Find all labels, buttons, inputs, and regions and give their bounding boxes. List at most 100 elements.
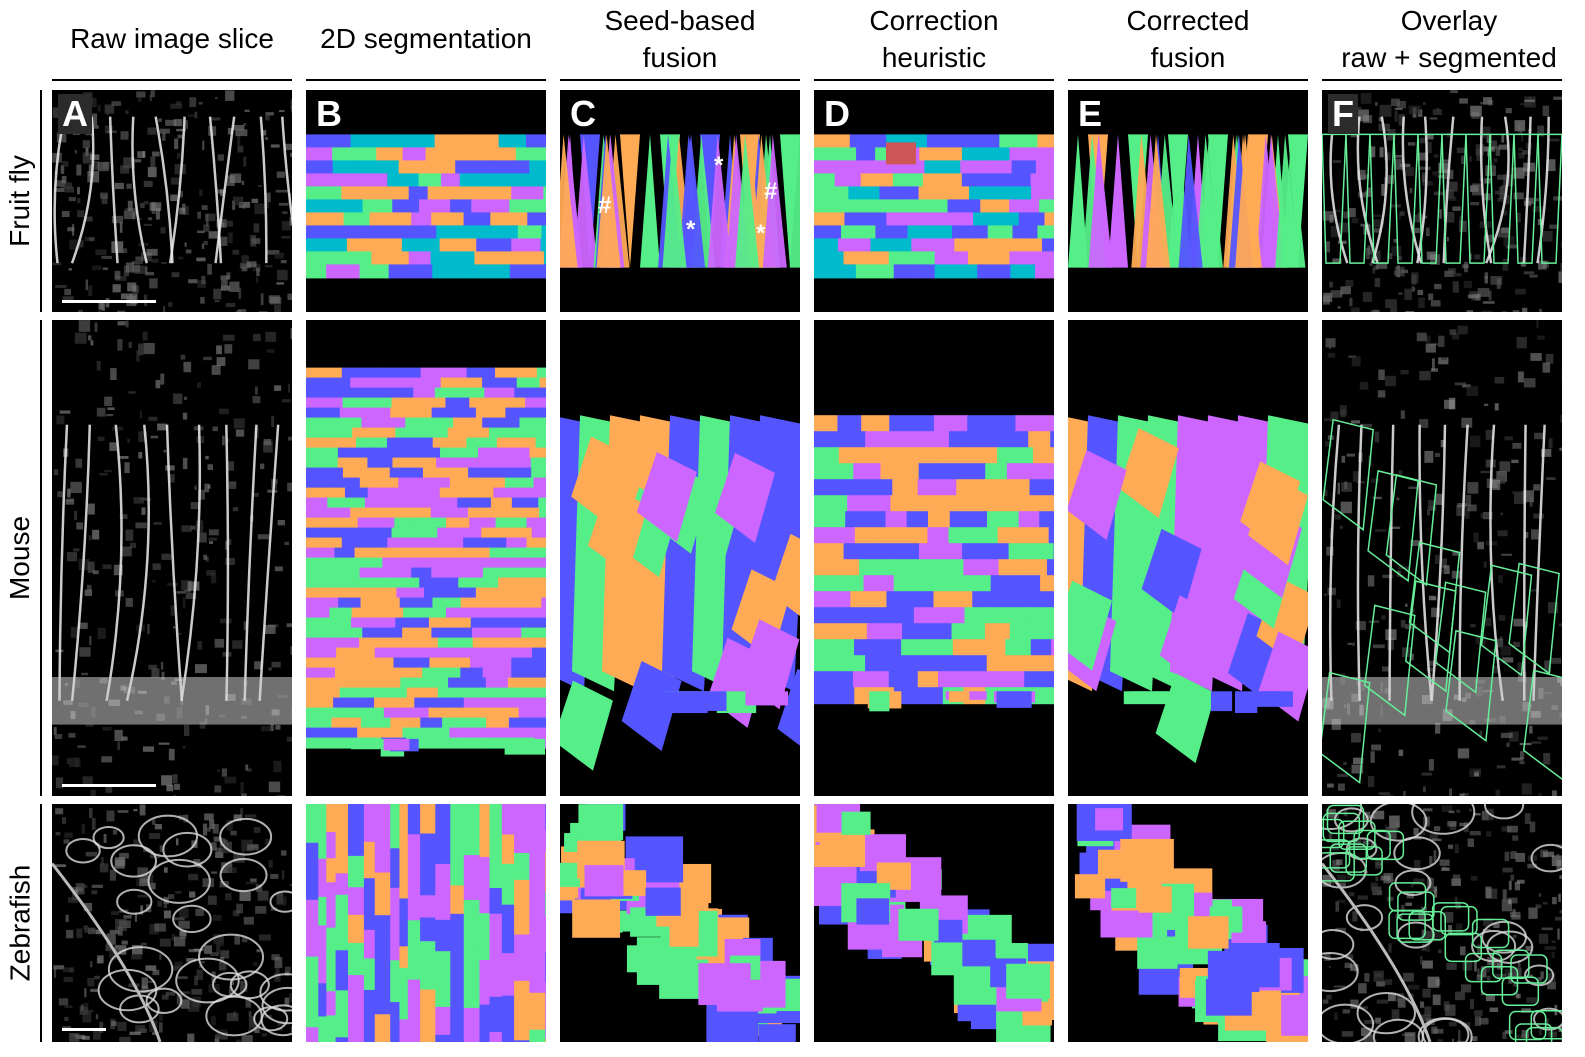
column-rule: [1322, 79, 1562, 81]
panel-graphic: [306, 367, 546, 757]
panel-graphic: [1068, 134, 1308, 268]
panel-graphic: [52, 804, 292, 1042]
column-header-line2: fusion: [642, 42, 718, 73]
panel-graphic: [814, 134, 1054, 279]
panel-graphic: [1322, 320, 1562, 796]
panel-letter: B: [316, 93, 342, 134]
raw-microscopy-image: [52, 90, 292, 312]
panel-row0-col0: A: [52, 90, 292, 312]
panel-letter: F: [1328, 94, 1358, 134]
column-header-line1: Raw image slice: [70, 23, 274, 54]
column-header-correction: Correction heuristic: [814, 2, 1054, 76]
segmentation-label-map: [306, 134, 546, 279]
column-rule: [52, 79, 292, 81]
row-label-fruit-fly: Fruit fly: [0, 90, 40, 312]
row-rule: [40, 804, 42, 1042]
scale-bar: [62, 1028, 106, 1031]
panel-row2-col4: [1068, 804, 1308, 1042]
panel-graphic: [52, 90, 292, 312]
segmentation-label-map: [1068, 134, 1308, 268]
column-header-seed-fusion: Seed-based fusion: [560, 2, 800, 76]
scale-bar: [62, 784, 156, 787]
panel-graphic: [560, 134, 800, 268]
row-label-text: Zebrafish: [4, 864, 35, 982]
annotation-hash: #: [764, 178, 778, 205]
row-rule: [40, 320, 42, 796]
panel-letter: C: [570, 93, 596, 134]
raw-microscopy-image: [1322, 804, 1562, 1042]
panel-graphic: [560, 415, 800, 771]
annotation-hash: #: [598, 192, 612, 219]
panel-graphic: [560, 804, 800, 1042]
segmentation-label-map: [306, 367, 546, 757]
panel-row1-col1: [306, 320, 546, 796]
column-rule: [306, 79, 546, 81]
segmentation-label-map: [560, 415, 800, 771]
raw-microscopy-image: [1322, 320, 1562, 796]
panel-row2-col5: [1322, 804, 1562, 1042]
column-header-line1: Corrected: [1126, 5, 1250, 36]
segmentation-label-map: [306, 804, 546, 1042]
panel-graphic: [306, 804, 546, 1042]
column-header-line1: Overlay: [1400, 5, 1498, 36]
column-header-overlay: Overlay raw + segmented: [1318, 2, 1580, 76]
column-header-line1: 2D segmentation: [320, 23, 532, 54]
segmentation-outline-overlay: [1322, 804, 1562, 1042]
panel-row0-col5: F: [1322, 90, 1562, 312]
panel-graphic: [814, 804, 1054, 1042]
column-header-line2: raw + segmented: [1341, 42, 1557, 73]
panel-row0-col2: C # # * * *: [560, 90, 800, 312]
segmentation-label-map: [560, 134, 800, 268]
panel-row0-col4: E: [1068, 90, 1308, 312]
column-rule: [1068, 79, 1308, 81]
raw-microscopy-image: [52, 320, 292, 796]
raw-microscopy-image: [1322, 90, 1562, 312]
scale-bar: [62, 300, 156, 303]
segmentation-label-map: [814, 415, 1054, 712]
panel-letter: A: [58, 94, 92, 134]
panel-letter: E: [1078, 93, 1103, 134]
panel-graphic: [52, 320, 292, 796]
row-label-zebrafish: Zebrafish: [0, 804, 40, 1042]
panel-row1-col0: [52, 320, 292, 796]
raw-microscopy-image: [52, 804, 292, 1042]
annotation-star: *: [756, 220, 766, 247]
panel-row1-col2: [560, 320, 800, 796]
panel-row2-col1: [306, 804, 546, 1042]
panel-graphic: [1322, 90, 1562, 312]
column-header-line2: heuristic: [881, 42, 987, 73]
column-header-line1: Correction: [869, 5, 999, 36]
segmentation-label-map: [1068, 415, 1308, 764]
column-header-line1: Seed-based: [604, 5, 756, 36]
panel-graphic: [1322, 804, 1562, 1042]
panel-row0-col3: D: [814, 90, 1054, 312]
panel-row1-col3: [814, 320, 1054, 796]
column-rule: [560, 79, 800, 81]
row-label-mouse: Mouse: [0, 320, 40, 796]
segmentation-label-map: [1074, 804, 1308, 1042]
annotation-star: *: [714, 152, 724, 179]
panel-row1-col4: [1068, 320, 1308, 796]
panel-row0-col1: B: [306, 90, 546, 312]
segmentation-outline-overlay: [1322, 133, 1562, 264]
row-label-text: Mouse: [4, 515, 36, 601]
panel-graphic: [306, 134, 546, 279]
column-header-line2: fusion: [1150, 42, 1226, 73]
panel-graphic: [814, 415, 1054, 712]
segmentation-label-map: [814, 134, 1054, 279]
segmentation-outline-overlay: [1322, 418, 1562, 785]
panel-graphic: [1074, 804, 1308, 1042]
panel-row2-col2: [560, 804, 800, 1042]
panel-row1-col5: [1322, 320, 1562, 796]
segmentation-label-map: [560, 804, 800, 1042]
annotation-star: *: [686, 216, 696, 243]
panel-row2-col3: [814, 804, 1054, 1042]
column-rule: [814, 79, 1054, 81]
panel-graphic: [1068, 415, 1308, 764]
column-header-corrected: Corrected fusion: [1068, 2, 1308, 76]
segmentation-label-map: [814, 804, 1054, 1042]
panel-row2-col0: [52, 804, 292, 1042]
column-header-2d-seg: 2D segmentation: [306, 20, 546, 57]
row-rule: [40, 90, 42, 312]
column-header-raw: Raw image slice: [52, 20, 292, 57]
